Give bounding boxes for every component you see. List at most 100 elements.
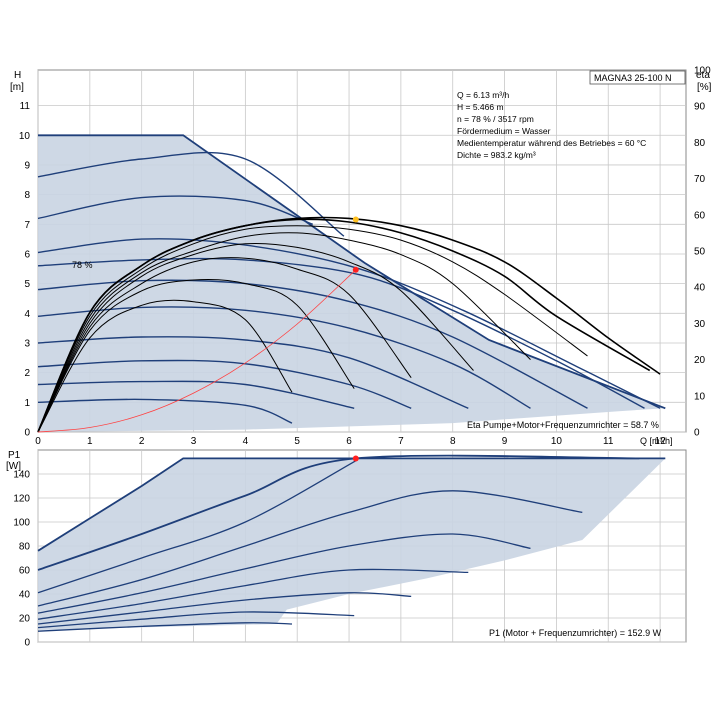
pump-curve <box>37 336 469 409</box>
y-tick-label: 6 <box>24 249 30 260</box>
info-flow: Q = 6.13 m³/h <box>457 90 509 100</box>
pump-curves <box>37 134 666 424</box>
pump-curve <box>37 238 661 409</box>
head-y-tick-labels: 0 1 2 3 4 5 6 7 8 9 10 11 <box>19 101 31 438</box>
info-medium: Fördermedium = Wasser <box>457 126 551 136</box>
pump-curve <box>37 380 355 409</box>
x-tick-label: 3 <box>191 436 197 447</box>
power-curve <box>37 457 666 552</box>
y-tick-label: 3 <box>24 338 30 349</box>
pump-curve <box>37 359 412 409</box>
pump-curve <box>37 257 645 409</box>
y2-tick-label: 80 <box>694 138 706 149</box>
pump-model-title: MAGNA3 25-100 N <box>594 73 672 83</box>
efficiency-curve <box>37 232 531 433</box>
y-tick-label: 2 <box>24 368 30 379</box>
pump-curve <box>37 398 293 424</box>
power-panel: 0 20 40 60 80 100 120 140 P1 [W] P1 (Motor + Fr… <box>6 449 687 649</box>
y2-tick-label: 60 <box>694 210 706 221</box>
x-tick-label: 11 <box>603 436 614 447</box>
pump-curve <box>37 306 531 409</box>
head-axis-label: H <box>14 70 21 81</box>
y-tick-label: 7 <box>24 220 30 231</box>
power-curve <box>37 490 583 607</box>
pump-curve <box>37 151 345 237</box>
y2-tick-label: 0 <box>694 428 700 439</box>
x-tick-label: 12 <box>655 436 667 447</box>
efficiency-curve <box>37 299 293 433</box>
power-axis-unit: [W] <box>6 461 21 472</box>
power-y-tick-label: 80 <box>19 542 31 553</box>
x-tick-label: 2 <box>139 436 145 447</box>
power-curve <box>37 622 293 632</box>
efficiency-curve <box>37 257 412 433</box>
power-curve <box>37 592 412 625</box>
eta-axis-label: eta <box>696 70 710 81</box>
power-axis-label: P1 <box>8 450 21 461</box>
x-tick-label: 5 <box>294 436 300 447</box>
head-axis-unit: [m] <box>10 82 24 93</box>
y2-tick-label: 40 <box>694 283 706 294</box>
pump-curve <box>38 134 666 410</box>
x-tick-label: 9 <box>502 436 508 447</box>
power-value-label: P1 (Motor + Frequenzumrichter) = 152.9 W <box>489 628 662 638</box>
power-y-tick-label: 120 <box>13 494 30 505</box>
power-curve <box>37 533 531 614</box>
info-head: H = 5.466 m <box>457 102 504 112</box>
power-y-tick-label: 20 <box>19 614 31 625</box>
efficiency-curve <box>37 278 355 433</box>
efficiency-value-label: Eta Pumpe+Motor+Frequenzumrichter = 58.7… <box>467 420 659 430</box>
power-y-tick-label: 100 <box>13 518 30 529</box>
y-tick-label: 5 <box>24 279 30 290</box>
power-curve <box>37 460 357 594</box>
head-operating-region <box>38 135 666 433</box>
y2-tick-label: 70 <box>694 174 706 185</box>
power-curve <box>37 568 469 620</box>
pump-curve <box>37 195 314 225</box>
y-tick-label: 8 <box>24 190 30 201</box>
x-tick-label: 10 <box>551 436 563 447</box>
y-tick-label: 1 <box>24 398 30 409</box>
x-tick-label: 6 <box>346 436 352 447</box>
info-speed: n = 78 % / 3517 rpm <box>457 114 534 124</box>
info-density: Dichte = 983.2 kg/m³ <box>457 150 536 160</box>
x-tick-label: 8 <box>450 436 456 447</box>
y-tick-label: 9 <box>24 160 30 171</box>
efficiency-curve <box>37 218 651 433</box>
flow-axis-label: Q [m³/h] <box>640 436 673 446</box>
y2-tick-label: 30 <box>694 319 706 330</box>
y2-tick-label: 100 <box>694 66 711 77</box>
power-y-tick-label: 40 <box>19 590 31 601</box>
y2-tick-label: 10 <box>694 391 706 402</box>
efficiency-point-marker <box>352 216 359 223</box>
power-y-tick-label: 60 <box>19 566 31 577</box>
info-temperature: Medientemperatur während des Betriebes =… <box>457 138 646 148</box>
y-tick-label: 10 <box>19 131 31 142</box>
y2-tick-label: 50 <box>694 247 706 258</box>
y-tick-label: 11 <box>20 101 31 112</box>
eta-axis-unit: [%] <box>697 82 712 93</box>
efficiency-curves <box>37 216 661 433</box>
x-tick-label: 4 <box>243 436 249 447</box>
power-curve <box>37 611 355 629</box>
power-operating-region <box>38 458 666 630</box>
y2-tick-label: 20 <box>694 355 706 366</box>
pump-curve <box>37 279 588 409</box>
x-tick-label: 1 <box>87 436 93 447</box>
power-operating-point-marker <box>352 455 359 462</box>
pump-model-box <box>589 70 686 85</box>
efficiency-curve <box>37 225 588 433</box>
y2-tick-label: 90 <box>694 102 706 113</box>
head-x-tick-labels: 0 1 2 3 4 5 6 7 8 9 10 11 12 <box>35 436 666 447</box>
y-tick-label: 0 <box>24 428 30 439</box>
power-y-tick-label: 140 <box>13 470 30 481</box>
power-curve <box>37 454 640 571</box>
x-tick-label: 7 <box>398 436 404 447</box>
speed-curve-label: 78 % <box>72 260 93 270</box>
system-curve <box>37 269 357 433</box>
efficiency-curve <box>37 242 474 433</box>
y-tick-label: 4 <box>24 309 30 320</box>
operating-point-marker <box>352 266 359 273</box>
